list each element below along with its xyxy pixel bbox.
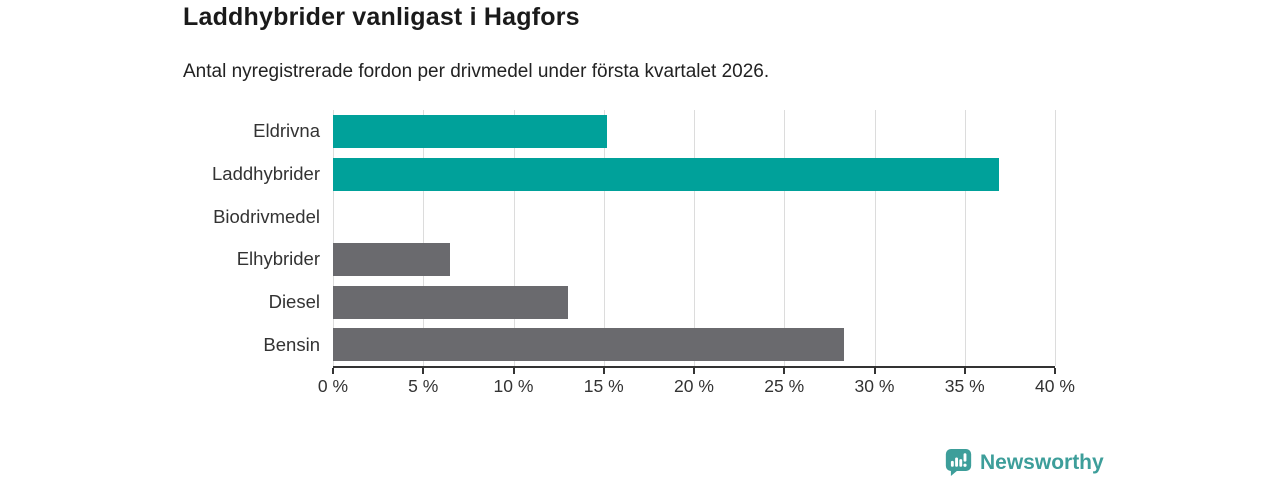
chart-subtitle: Antal nyregistrerade fordon per drivmede… [183, 61, 770, 82]
bar-elhybrider [333, 242, 451, 276]
category-axis: Eldrivna Laddhybrider Biodrivmedel Elhybrid… [183, 110, 320, 366]
x-tick-mark-25 [783, 368, 786, 374]
x-tick-label-5: 5 % [408, 376, 439, 396]
x-tick-mark-0 [332, 368, 334, 374]
brand-footer: Newsworthy [945, 448, 1104, 477]
bar-bensin [333, 328, 844, 362]
x-tick-label-15: 15 % [583, 376, 624, 396]
x-tick-mark-30 [873, 368, 876, 374]
gridline-10 [513, 110, 515, 366]
x-tick-mark-20 [693, 368, 695, 374]
chart-title: Laddhybrider vanligast i Hagfors [183, 3, 580, 31]
gridline-15 [603, 110, 605, 366]
newsworthy-logo-icon [945, 448, 972, 477]
x-tick-mark-5 [422, 368, 425, 374]
x-tick-mark-35 [963, 368, 966, 374]
gridline-5 [423, 110, 425, 366]
x-tick-label-25: 25 % [764, 376, 805, 396]
x-tick-mark-15 [602, 368, 605, 374]
category-label-diesel: Diesel [268, 290, 320, 312]
bar-eldrivna [333, 114, 608, 148]
gridline-35 [964, 110, 966, 366]
gridline-20 [694, 110, 695, 366]
bar-diesel [333, 285, 568, 319]
category-label-elhybrider: Elhybrider [236, 248, 320, 270]
gridline-40 [1055, 110, 1056, 366]
category-label-bensin: Bensin [263, 333, 320, 355]
brand-name: Newsworthy [980, 450, 1104, 474]
x-tick-label-20: 20 % [674, 376, 714, 396]
category-label-biodrivmedel: Biodrivmedel [213, 205, 320, 227]
x-tick-label-10: 10 % [493, 376, 534, 396]
x-tick-mark-40 [1054, 368, 1056, 374]
plot-area [333, 110, 1056, 368]
x-tick-label-30: 30 % [854, 376, 895, 396]
category-label-laddhybrider: Laddhybrider [212, 162, 320, 184]
gridline-0 [333, 110, 334, 366]
gridline-25 [784, 110, 786, 366]
x-tick-label-40: 40 % [1035, 376, 1075, 396]
bar-laddhybrider [333, 157, 1000, 191]
x-tick-label-0: 0 % [317, 376, 349, 396]
gridline-30 [874, 110, 876, 366]
x-tick-label-35: 35 % [944, 376, 985, 396]
category-label-eldrivna: Eldrivna [253, 120, 320, 142]
bar-chart: Eldrivna Laddhybrider Biodrivmedel Elhybrid… [183, 110, 1075, 400]
x-tick-mark-10 [512, 368, 515, 374]
